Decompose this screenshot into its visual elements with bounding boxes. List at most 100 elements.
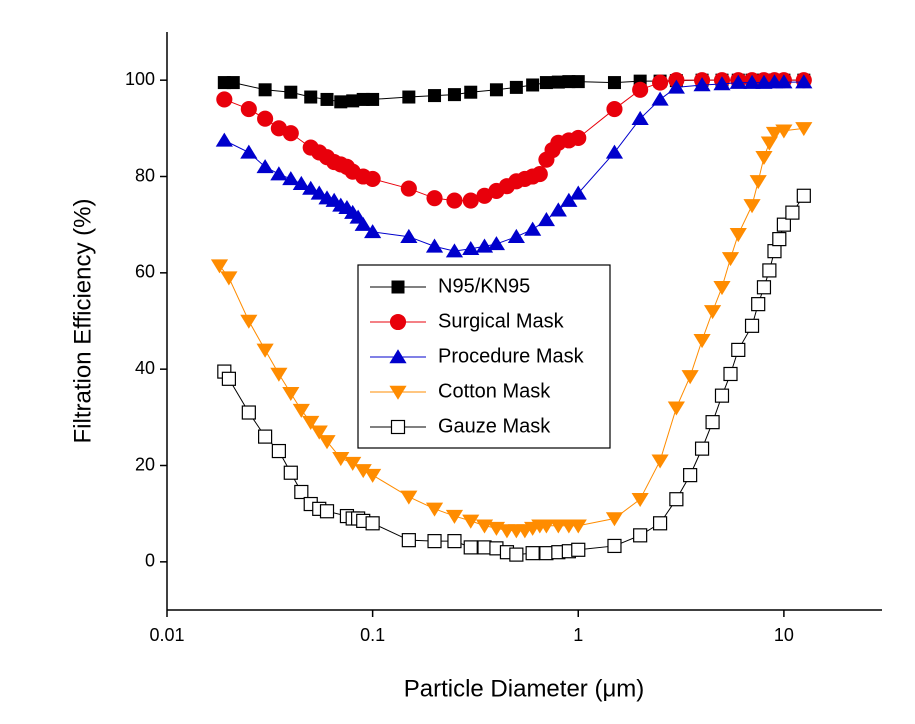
marker — [743, 199, 761, 214]
marker — [549, 202, 567, 217]
marker — [240, 314, 258, 329]
marker — [400, 490, 418, 505]
marker — [427, 534, 442, 549]
marker — [354, 216, 372, 231]
marker — [651, 454, 669, 469]
marker — [283, 465, 298, 480]
marker — [364, 170, 381, 187]
marker — [400, 180, 417, 197]
x-tick-label: 10 — [774, 625, 794, 645]
x-tick-label: 1 — [573, 625, 583, 645]
marker — [344, 456, 362, 471]
marker — [607, 538, 622, 554]
marker — [713, 76, 731, 91]
marker — [571, 75, 585, 89]
marker — [257, 110, 274, 127]
marker — [240, 144, 258, 159]
marker — [256, 159, 274, 174]
y-tick-label: 100 — [125, 69, 155, 89]
marker — [240, 101, 257, 118]
marker — [571, 542, 586, 557]
marker — [714, 388, 730, 403]
marker — [271, 443, 286, 459]
marker — [681, 370, 699, 385]
legend-marker — [391, 280, 405, 294]
marker — [551, 75, 565, 89]
marker — [447, 534, 462, 549]
marker — [462, 192, 479, 209]
marker — [215, 132, 233, 147]
marker — [607, 76, 621, 90]
marker — [762, 263, 777, 278]
marker — [751, 297, 766, 312]
marker — [667, 401, 685, 416]
marker — [729, 74, 747, 89]
marker — [487, 236, 506, 251]
marker — [775, 74, 793, 89]
marker — [426, 190, 443, 207]
marker — [744, 318, 760, 333]
marker — [425, 502, 444, 517]
y-tick-label: 80 — [135, 165, 155, 185]
marker — [785, 205, 800, 220]
marker — [526, 78, 540, 92]
marker — [462, 514, 480, 529]
marker — [631, 110, 649, 125]
marker — [304, 90, 318, 104]
marker — [221, 371, 237, 386]
marker — [772, 232, 787, 247]
marker — [796, 188, 811, 203]
marker — [723, 366, 738, 382]
marker — [524, 221, 542, 236]
marker — [400, 228, 418, 243]
marker — [651, 91, 669, 106]
legend-text: Surgical Mask — [438, 310, 565, 332]
marker — [364, 224, 382, 239]
x-axis-label: Particle Diameter (μm) — [404, 675, 645, 702]
marker — [693, 77, 711, 92]
marker — [402, 90, 416, 104]
marker — [282, 125, 299, 142]
y-tick-label: 20 — [135, 454, 155, 474]
marker — [302, 415, 320, 430]
marker — [525, 546, 540, 561]
marker — [258, 429, 273, 444]
marker — [606, 101, 623, 118]
legend-marker — [390, 419, 406, 435]
legend-text: Cotton Mask — [438, 380, 551, 402]
marker — [755, 150, 773, 166]
marker — [366, 92, 380, 106]
marker — [310, 425, 328, 440]
legend-marker — [389, 349, 407, 364]
legend-text: N95/KN95 — [438, 275, 530, 297]
marker — [320, 92, 334, 106]
y-axis-label: Filtration Efficiency (%) — [69, 199, 96, 444]
marker — [256, 343, 274, 358]
marker — [749, 175, 767, 190]
marker — [292, 403, 310, 418]
y-tick-label: 0 — [145, 551, 155, 571]
marker — [216, 91, 233, 108]
series-line — [224, 81, 804, 252]
marker — [425, 238, 444, 253]
marker — [464, 85, 478, 99]
marker — [220, 271, 238, 286]
marker — [721, 252, 740, 267]
marker — [319, 504, 335, 519]
marker — [365, 516, 380, 531]
marker — [463, 540, 478, 555]
legend: N95/KN95 Surgical Mask Procedure Mask Cotto… — [357, 264, 611, 449]
marker — [270, 166, 288, 181]
x-tick-label: 0.01 — [149, 625, 184, 645]
marker — [428, 89, 442, 103]
legend-marker — [389, 313, 407, 331]
marker — [302, 180, 320, 195]
marker — [756, 280, 772, 295]
marker — [489, 83, 503, 97]
marker — [509, 547, 524, 562]
marker — [713, 281, 731, 296]
marker — [537, 212, 555, 227]
marker — [605, 144, 624, 159]
